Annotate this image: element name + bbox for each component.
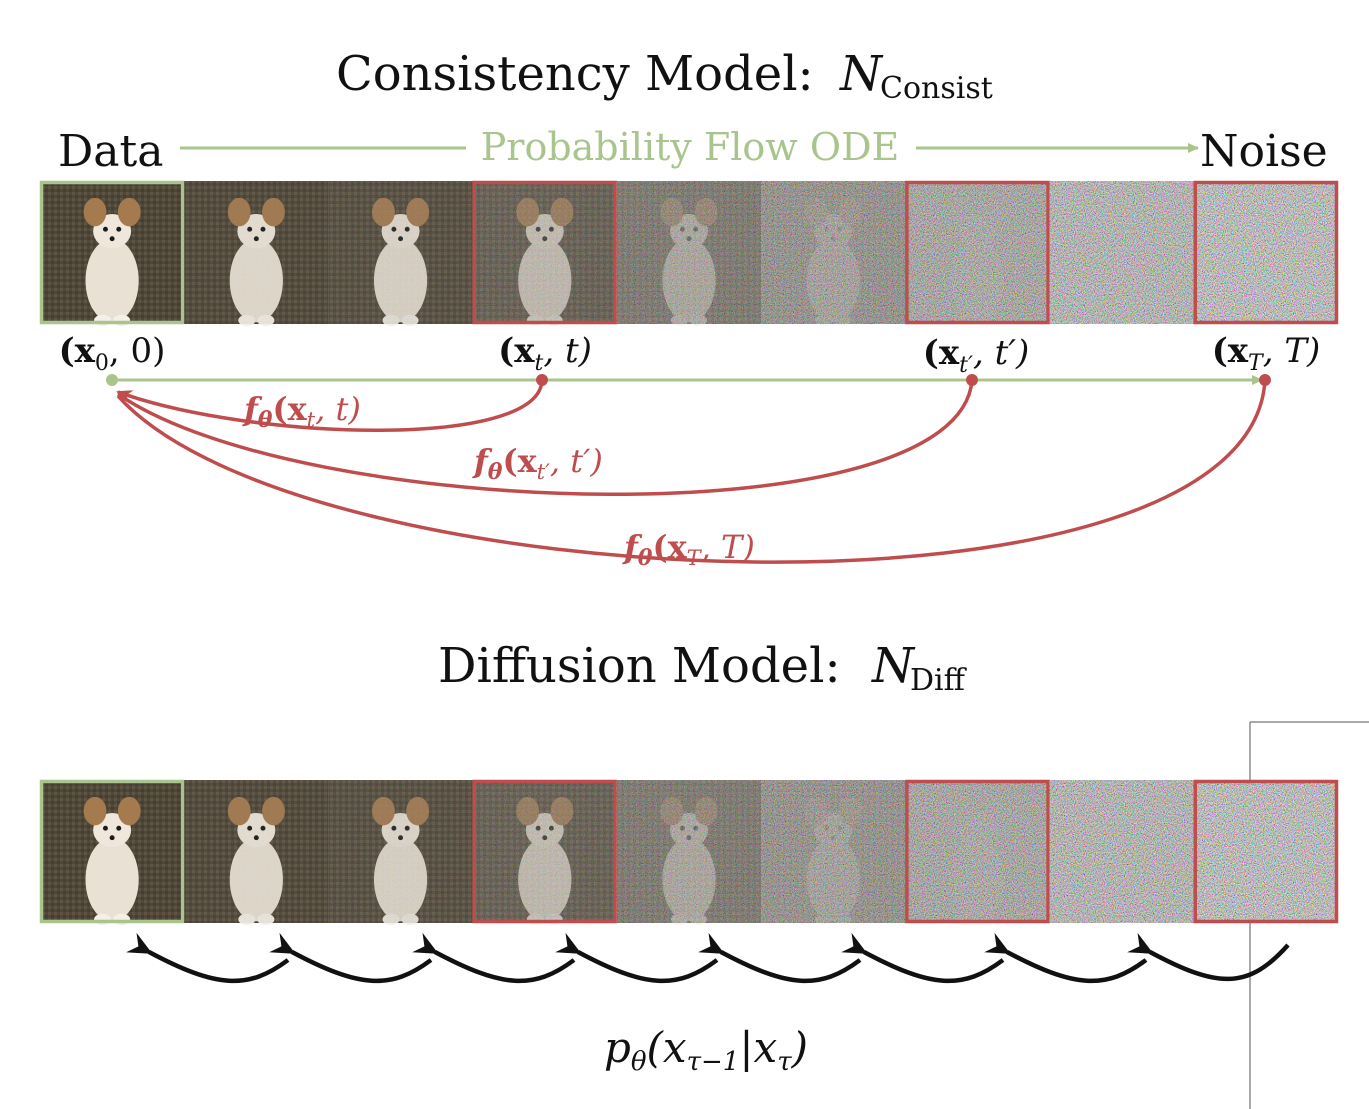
map-arc-xtprime bbox=[117, 379, 974, 496]
svg-text:(xT, T): (xT, T) bbox=[1212, 331, 1321, 376]
map-label-xt: fθ(xt, t) bbox=[242, 390, 361, 433]
noise-overlay bbox=[472, 780, 617, 923]
noise-overlay bbox=[1049, 181, 1194, 324]
frame-highlight bbox=[1193, 779, 1339, 924]
frame-8 bbox=[1193, 180, 1339, 325]
data-label: Data bbox=[58, 126, 163, 177]
frame-3 bbox=[472, 180, 618, 327]
svg-text:(x0, 0): (x0, 0) bbox=[59, 331, 166, 376]
frame-5 bbox=[761, 780, 906, 926]
frame-highlight bbox=[39, 779, 185, 924]
frame-4 bbox=[616, 780, 762, 926]
consistency-title-sub: Consist bbox=[880, 71, 993, 106]
map-label-xT: fθ(xT, T) bbox=[622, 528, 755, 571]
denoising-steps bbox=[126, 932, 1290, 984]
map-label-xtprime: fθ(xt′, t′) bbox=[472, 442, 603, 485]
probability-flow-label: Probability Flow ODE bbox=[481, 125, 900, 169]
frame-2 bbox=[328, 181, 473, 327]
consistency-title: Consistency Model: N Consist bbox=[336, 46, 993, 106]
frame-highlight bbox=[905, 779, 1050, 924]
consistency-frame-strip bbox=[39, 180, 1339, 327]
noise-overlay bbox=[1049, 780, 1194, 923]
frame-0 bbox=[39, 779, 185, 926]
map-arc-xT bbox=[116, 379, 1267, 564]
diffusion-title-var: N bbox=[871, 638, 916, 694]
svg-text:fθ(xt, t): fθ(xt, t) bbox=[242, 390, 361, 433]
frame-highlight bbox=[472, 779, 618, 924]
noise-overlay bbox=[184, 780, 329, 923]
dog-image bbox=[83, 796, 141, 926]
frame-8 bbox=[1193, 779, 1339, 924]
noise-overlay bbox=[761, 181, 906, 324]
noise-overlay bbox=[184, 181, 329, 324]
frame-6 bbox=[905, 180, 1050, 327]
diffusion-frame-strip bbox=[39, 779, 1339, 926]
denoise-hop-4 bbox=[555, 932, 719, 984]
frame-1 bbox=[184, 181, 329, 327]
noise-overlay bbox=[472, 181, 617, 324]
diffusion-title-sub: Diff bbox=[910, 663, 968, 698]
point-label-xt: (xt, t) bbox=[498, 331, 592, 376]
frame-highlight bbox=[1193, 180, 1339, 325]
consistency-title-var: N bbox=[839, 46, 884, 102]
noise-overlay bbox=[905, 780, 1050, 923]
frame-highlight bbox=[905, 180, 1050, 325]
denoise-hop-7 bbox=[126, 932, 290, 984]
noise-overlay bbox=[1193, 181, 1338, 324]
noise-label: Noise bbox=[1200, 126, 1328, 177]
svg-text:(xt′, t′): (xt′, t′) bbox=[923, 333, 1029, 378]
denoise-hop-5 bbox=[412, 932, 576, 984]
point-label-xT: (xT, T) bbox=[1212, 331, 1321, 376]
svg-text:pθ(xτ−1|xτ): pθ(xτ−1|xτ) bbox=[604, 1023, 808, 1077]
denoise-hop-0 bbox=[1127, 932, 1290, 982]
noise-overlay bbox=[328, 181, 473, 324]
svg-text:fθ(xT, T): fθ(xT, T) bbox=[622, 528, 755, 571]
noise-overlay bbox=[616, 181, 762, 324]
dog-image bbox=[83, 197, 141, 327]
consistency-title-text: Consistency Model: bbox=[336, 46, 814, 102]
noise-overlay bbox=[761, 780, 906, 923]
map-arc-xt bbox=[116, 379, 544, 432]
point-x0-dot bbox=[106, 374, 118, 386]
diffusion-title: Diffusion Model: N Diff bbox=[438, 638, 968, 698]
frame-2 bbox=[328, 780, 473, 926]
svg-text:fθ(xt′, t′): fθ(xt′, t′) bbox=[472, 442, 603, 485]
diffusion-title-text: Diffusion Model: bbox=[438, 638, 841, 694]
noise-overlay bbox=[616, 780, 762, 923]
frame-4 bbox=[616, 181, 762, 327]
frame-5 bbox=[761, 181, 906, 327]
frame-1 bbox=[184, 780, 329, 926]
frame-7 bbox=[1049, 780, 1194, 923]
frame-highlight bbox=[39, 180, 185, 325]
noise-overlay bbox=[328, 780, 473, 923]
noise-overlay bbox=[905, 181, 1050, 324]
point-label-x0: (x0, 0) bbox=[59, 331, 166, 376]
frame-highlight bbox=[472, 180, 618, 325]
denoise-hop-3 bbox=[698, 932, 862, 984]
noise-overlay bbox=[1193, 780, 1338, 923]
frame-6 bbox=[905, 779, 1050, 926]
frame-7 bbox=[1049, 181, 1194, 324]
frame-3 bbox=[472, 779, 618, 926]
denoise-hop-6 bbox=[269, 932, 433, 984]
step-label: pθ(xτ−1|xτ) bbox=[604, 1023, 808, 1077]
frame-0 bbox=[39, 180, 185, 327]
denoise-hop-1 bbox=[984, 932, 1148, 984]
denoise-hop-2 bbox=[841, 932, 1005, 984]
svg-text:(xt, t): (xt, t) bbox=[498, 331, 592, 376]
point-label-xtprime: (xt′, t′) bbox=[923, 333, 1029, 378]
